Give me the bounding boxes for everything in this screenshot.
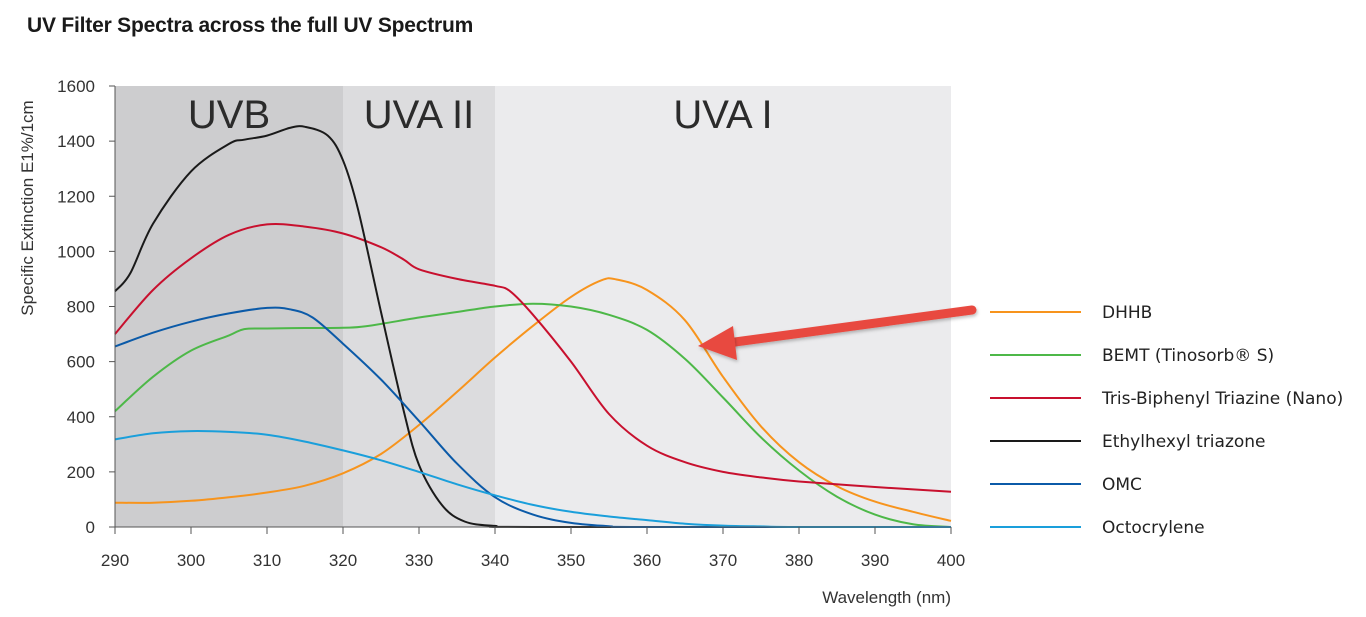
x-tick-label: 380 [785,551,813,570]
region-uvb [115,86,343,527]
arrow-head [698,326,737,360]
legend-label: Octocrylene [1102,518,1205,538]
y-axis-title: Specific Extinction E1%/1cm [18,100,37,315]
arrow-shaft [730,305,977,347]
x-tick-label: 300 [177,551,205,570]
series-line-ethylhexyl-triazone [114,125,951,529]
legend-item-dhhb: DHHB [990,303,1152,323]
region-label-uvb: UVB [188,93,270,137]
x-tick-label: 330 [405,551,433,570]
y-tick-label: 1600 [57,77,95,96]
legend-item-octocrylene: Octocrylene [990,518,1205,538]
x-tick-label: 350 [557,551,585,570]
x-tick-label: 310 [253,551,281,570]
x-tick-label: 320 [329,551,357,570]
x-tick-label: 290 [101,551,129,570]
region-label-uva-ii: UVA II [364,93,474,137]
x-tick-label: 360 [633,551,661,570]
series-line-tris-biphenyl-triazine-nano [114,222,952,493]
legend-label: BEMT (Tinosorb® S) [1102,346,1274,366]
series-line-dhhb [114,277,952,522]
spectra-curves [114,125,952,529]
y-tick-label: 800 [67,298,95,317]
uv-regions: UVB UVA II UVA I [115,86,951,527]
y-tick-label: 0 [86,518,95,537]
x-tick-label: 340 [481,551,509,570]
x-tick-label: 390 [861,551,889,570]
legend-label: Tris-Biphenyl Triazine (Nano) [1101,389,1343,409]
region-label-uva-i: UVA I [673,93,772,137]
x-tick-label: 400 [937,551,965,570]
highlight-arrow [698,305,977,360]
axes: 0 200 400 600 800 1000 1200 1400 1600 290 300 310 32… [18,77,965,607]
y-tick-label: 1000 [57,242,95,261]
series-line-octocrylene [114,430,951,528]
legend-label: OMC [1102,475,1142,495]
legend-label: Ethylhexyl triazone [1102,432,1266,452]
legend: DHHB BEMT (Tinosorb® S) Tris-Biphenyl Tria… [990,303,1343,538]
x-tick-label: 370 [709,551,737,570]
legend-item-bemt-tinosorb-s: BEMT (Tinosorb® S) [990,346,1274,366]
legend-label: DHHB [1102,303,1152,323]
y-tick-label: 600 [67,353,95,372]
legend-item-ethylhexyl-triazone: Ethylhexyl triazone [990,432,1266,452]
y-tick-label: 1200 [57,187,95,206]
chart-title: UV Filter Spectra across the full UV Spe… [27,14,474,37]
y-tick-label: 1400 [57,132,95,151]
legend-item-omc: OMC [990,475,1142,495]
y-tick-label: 400 [67,408,95,427]
region-uva-ii [343,86,495,527]
series-line-bemt-tinosorb-s [114,302,952,528]
x-axis-title: Wavelength (nm) [822,588,951,607]
y-tick-label: 200 [67,463,95,482]
legend-item-tris-biphenyl-triazine-nano: Tris-Biphenyl Triazine (Nano) [990,389,1343,409]
